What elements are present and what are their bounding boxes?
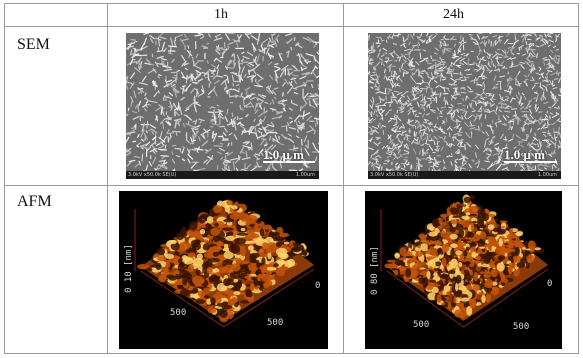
- header-24h-cell: 24h: [343, 3, 579, 27]
- column-header-24h: 24h: [443, 7, 464, 22]
- scale-bar-label: 1.0 μ m: [263, 147, 304, 162]
- afm-image-1h: 0 10 [nm] 500 500 0: [119, 191, 328, 349]
- afm-label-cell: AFM: [4, 185, 108, 354]
- afm-x-axis-label: 500: [413, 320, 429, 330]
- afm-z-axis-label: 0 80 [nm]: [370, 246, 380, 295]
- afm-x-axis-label: 500: [170, 308, 186, 318]
- sem-label-cell: SEM: [4, 26, 108, 186]
- afm-24h-cell: [343, 185, 579, 354]
- header-1h-cell: 1h: [107, 3, 344, 27]
- sem-info-bar: 3.0kV x50.0k SE(U) 1.00um: [368, 171, 561, 179]
- afm-image-24h: 0 80 [nm] 500 500 0: [365, 191, 562, 349]
- scale-bar: [263, 161, 315, 163]
- sem-image-24h: 1.0 μ m 3.0kV x50.0k SE(U) 1.00um: [368, 33, 561, 179]
- sem-info-right: 1.00um: [537, 172, 557, 178]
- row-label-afm: AFM: [17, 193, 52, 210]
- afm-z-axis-label: 0 10 [nm]: [124, 244, 134, 293]
- afm-corner-label: 0: [315, 281, 320, 291]
- sem-info-left: 3.0kV x50.0k SE(U): [370, 172, 419, 178]
- afm-y-axis-label: 500: [513, 322, 529, 332]
- sem-image-1h: 1.0 μ m 3.0kV x50.0k SE(U) 1.00um: [126, 33, 319, 179]
- results-table: 1h 24h SEM AFM: [4, 3, 579, 354]
- sem-info-left: 3.0kV x50.0k SE(U): [128, 172, 177, 178]
- afm-corner-label: 0: [547, 279, 552, 289]
- scale-bar-label: 1.0 μ m: [504, 147, 545, 162]
- column-header-1h: 1h: [214, 7, 228, 22]
- sem-info-right: 1.00um: [295, 172, 315, 178]
- header-empty-cell: [4, 3, 108, 27]
- row-label-sem: SEM: [17, 36, 50, 53]
- afm-y-axis-label: 500: [267, 318, 283, 328]
- sem-info-bar: 3.0kV x50.0k SE(U) 1.00um: [126, 171, 319, 179]
- scale-bar: [504, 161, 557, 163]
